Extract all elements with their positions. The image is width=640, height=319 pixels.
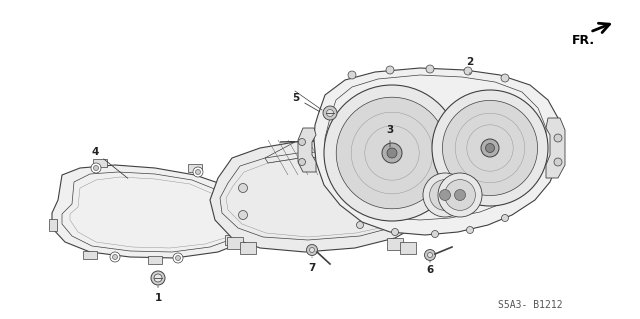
Circle shape bbox=[464, 67, 472, 75]
Text: 2: 2 bbox=[467, 57, 474, 74]
Circle shape bbox=[432, 90, 548, 206]
Bar bbox=[240, 242, 256, 254]
Circle shape bbox=[93, 166, 99, 170]
Bar bbox=[93, 159, 107, 167]
Bar bbox=[83, 251, 97, 259]
Circle shape bbox=[386, 66, 394, 74]
Circle shape bbox=[413, 177, 422, 187]
Circle shape bbox=[502, 214, 509, 221]
Circle shape bbox=[237, 229, 247, 239]
Circle shape bbox=[423, 173, 467, 217]
Circle shape bbox=[154, 274, 162, 282]
Circle shape bbox=[324, 85, 460, 221]
Circle shape bbox=[428, 253, 433, 257]
Circle shape bbox=[323, 106, 337, 120]
Circle shape bbox=[91, 163, 101, 173]
Text: 4: 4 bbox=[92, 147, 128, 178]
Circle shape bbox=[429, 180, 460, 211]
Text: 7: 7 bbox=[308, 257, 316, 273]
Circle shape bbox=[175, 256, 180, 261]
Circle shape bbox=[554, 134, 562, 142]
Bar bbox=[188, 164, 202, 172]
Bar bbox=[400, 242, 416, 254]
Text: FR.: FR. bbox=[572, 33, 595, 47]
Circle shape bbox=[326, 109, 333, 116]
Polygon shape bbox=[546, 118, 565, 178]
Polygon shape bbox=[52, 165, 260, 258]
Circle shape bbox=[298, 159, 305, 166]
Circle shape bbox=[440, 189, 451, 201]
Circle shape bbox=[426, 65, 434, 73]
Circle shape bbox=[193, 167, 203, 177]
Circle shape bbox=[382, 143, 402, 163]
Circle shape bbox=[173, 253, 183, 263]
Circle shape bbox=[307, 244, 317, 256]
Polygon shape bbox=[210, 140, 438, 252]
Text: 3: 3 bbox=[387, 125, 394, 147]
Circle shape bbox=[442, 100, 538, 196]
Circle shape bbox=[239, 232, 244, 236]
Circle shape bbox=[348, 71, 356, 79]
Circle shape bbox=[481, 139, 499, 157]
Circle shape bbox=[113, 255, 118, 259]
Circle shape bbox=[310, 248, 314, 253]
Circle shape bbox=[412, 204, 420, 212]
Circle shape bbox=[356, 221, 364, 228]
Circle shape bbox=[151, 271, 165, 285]
Circle shape bbox=[454, 189, 465, 201]
Circle shape bbox=[195, 169, 200, 174]
Text: S5A3- B1212: S5A3- B1212 bbox=[498, 300, 563, 310]
Bar bbox=[49, 219, 57, 231]
Circle shape bbox=[424, 249, 435, 261]
Circle shape bbox=[431, 231, 438, 238]
Circle shape bbox=[110, 252, 120, 262]
Circle shape bbox=[554, 158, 562, 166]
Polygon shape bbox=[314, 68, 560, 235]
Circle shape bbox=[501, 74, 509, 82]
Text: 5: 5 bbox=[292, 93, 319, 112]
Bar bbox=[387, 238, 403, 250]
Polygon shape bbox=[298, 128, 316, 172]
Text: 6: 6 bbox=[426, 261, 434, 275]
Bar bbox=[227, 237, 243, 249]
Circle shape bbox=[486, 144, 495, 152]
Circle shape bbox=[387, 148, 397, 158]
Circle shape bbox=[298, 138, 305, 145]
Circle shape bbox=[438, 173, 482, 217]
Bar bbox=[225, 235, 235, 245]
Circle shape bbox=[445, 180, 476, 211]
Circle shape bbox=[239, 211, 248, 219]
Bar bbox=[148, 256, 162, 264]
Circle shape bbox=[336, 97, 448, 209]
Circle shape bbox=[392, 228, 399, 235]
Circle shape bbox=[467, 226, 474, 234]
Circle shape bbox=[239, 183, 248, 192]
Text: 1: 1 bbox=[154, 286, 162, 303]
